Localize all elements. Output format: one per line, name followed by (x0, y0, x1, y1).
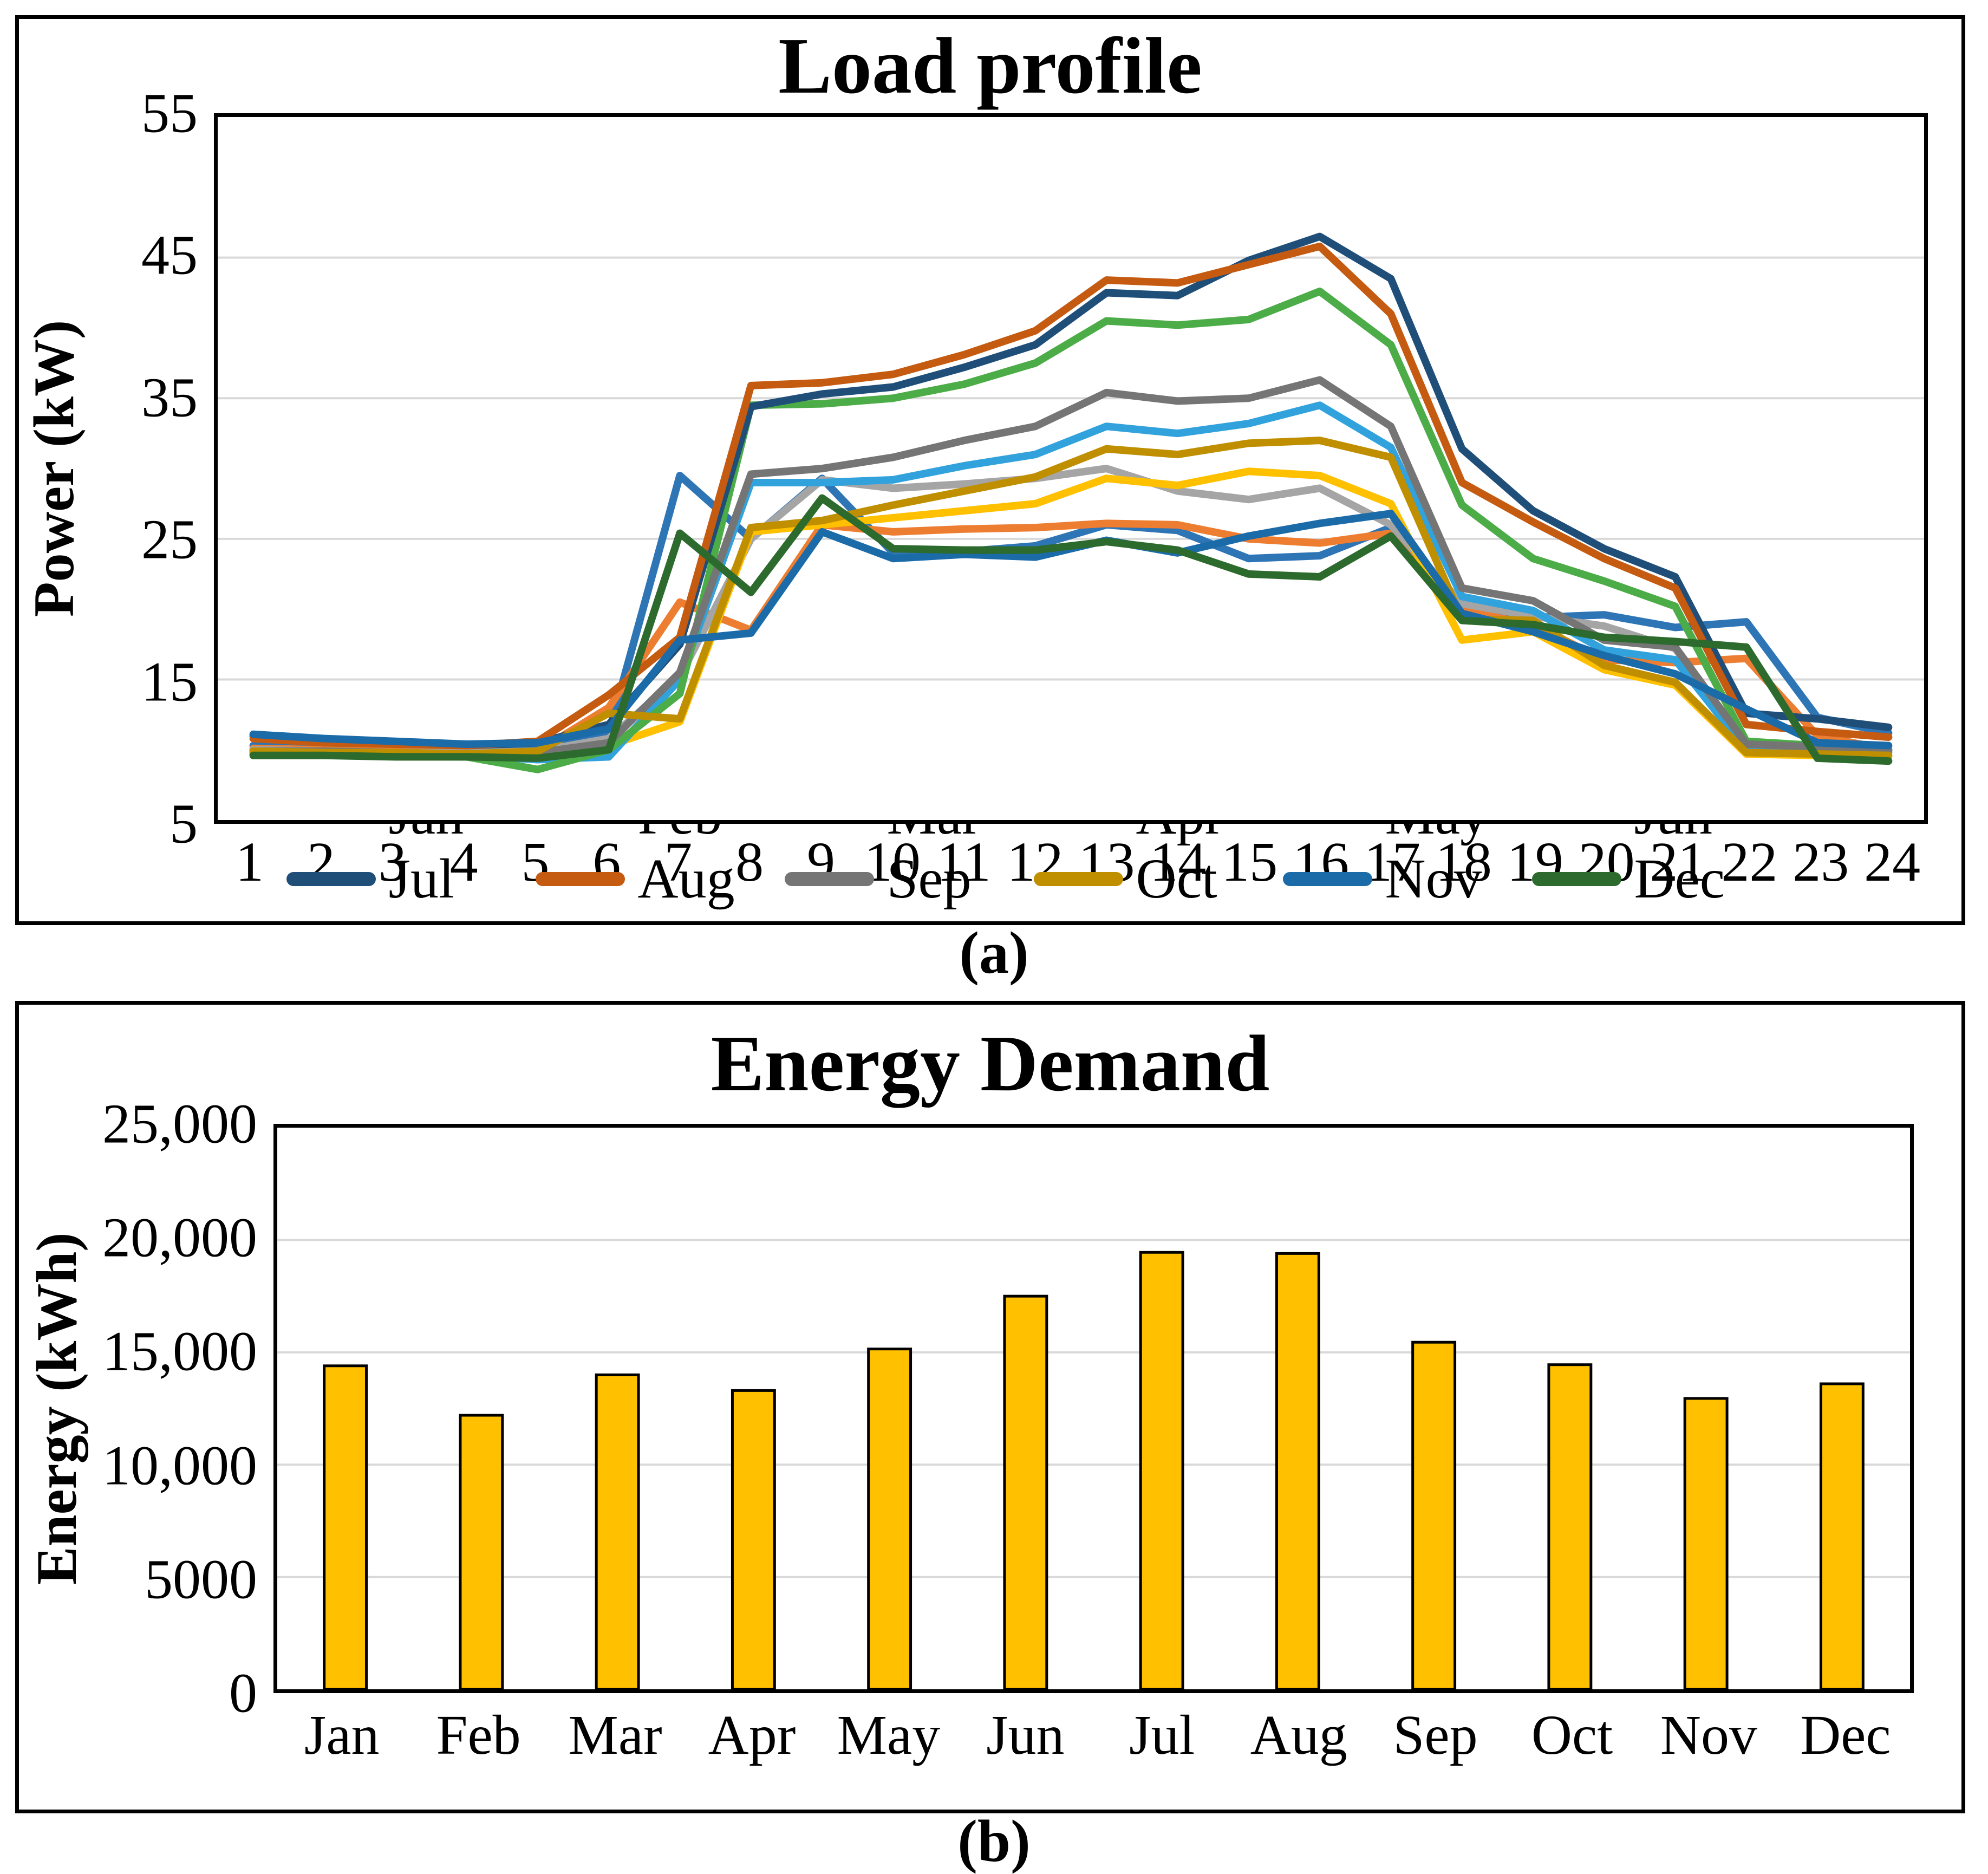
x-axis-tick-label: May (837, 1704, 941, 1766)
y-axis-tick-label: 15,000 (102, 1320, 257, 1383)
y-axis-tick-label: 15 (141, 650, 198, 713)
chart-a-y-axis-label: Power (kW) (22, 320, 86, 617)
x-axis-tick-label: Oct (1531, 1704, 1613, 1766)
y-axis-tick-label: 25 (141, 508, 198, 571)
x-axis-tick-label: 23 (1793, 830, 1849, 893)
x-axis-tick-label: 3 (378, 830, 407, 893)
legend-label: Jul (388, 848, 454, 910)
legend-label: Dec (1634, 848, 1725, 910)
legend-item-nov: Nov (1282, 848, 1532, 910)
legend-swatch-oct (1033, 872, 1123, 886)
caption-a: (a) (959, 920, 1029, 986)
x-axis-tick-label: 17 (1364, 830, 1420, 893)
chart-b-plot-area (273, 1123, 1914, 1693)
chart-b-plot-wrap: Energy (kWh) 0 5000 10,000 15,000 20,000 25,0… (19, 1092, 1961, 1777)
bar-feb (459, 1414, 504, 1689)
energy-demand-bar-chart (277, 1239, 1910, 1689)
legend-label: Oct (1136, 848, 1217, 910)
legend-label: Sep (887, 848, 972, 910)
x-axis-tick-label: Aug (1250, 1704, 1347, 1766)
bar-jul (1139, 1251, 1184, 1689)
legend-swatch-sep (784, 872, 874, 886)
x-axis-tick-label: Mar (568, 1704, 662, 1766)
x-axis-tick-label: Apr (708, 1704, 796, 1766)
y-axis-tick-label: 5000 (145, 1548, 257, 1611)
chart-a-plot-area (214, 113, 1928, 824)
x-axis-tick-label: Nov (1660, 1704, 1757, 1766)
bar-may (867, 1347, 912, 1689)
caption-b: (b) (957, 1808, 1031, 1874)
legend-swatch-nov (1282, 872, 1372, 886)
chart-b-bottom-padding (19, 1777, 1961, 1810)
line-series-dec (249, 494, 1893, 765)
x-axis-tick-label: 11 (936, 830, 991, 893)
x-axis-tick-label: Jan (304, 1704, 380, 1766)
chart-b-title: Energy Demand (711, 1019, 1270, 1108)
y-axis-tick-label: 20,000 (102, 1206, 257, 1269)
line-series-jan (249, 471, 1893, 755)
legend-swatch-dec (1531, 872, 1621, 886)
x-axis-tick-label: Jul (1129, 1704, 1195, 1766)
x-axis-tick-label: 15 (1221, 830, 1278, 893)
line-series-may (249, 401, 1893, 764)
x-axis-tick-label: Sep (1393, 1704, 1478, 1766)
y-axis-tick-label: 5 (170, 792, 198, 855)
bar-oct (1547, 1363, 1593, 1689)
chart-b-x-axis-ticks: Jan Feb Mar Apr May Jun Jul Aug Sep Oct Nov Dec (273, 1693, 1914, 1777)
chart-a-plot-wrap: Power (kW) 5 15 25 35 45 55 1 2 3 4 5 6 7 8 9 10 11 12 13… (19, 82, 1961, 893)
legend-item-dec: Dec (1531, 848, 1781, 910)
x-axis-tick-label: 24 (1864, 830, 1921, 893)
x-axis-tick-label: 14 (1150, 830, 1207, 893)
line-series-apr (249, 467, 1893, 761)
x-axis-tick-label: 4 (449, 830, 478, 893)
y-axis-tick-label: 35 (141, 366, 198, 429)
y-axis-tick-label: 55 (141, 82, 198, 145)
line-series-jun (249, 287, 1893, 773)
legend-swatch-jul (286, 872, 376, 886)
bar-sep (1411, 1341, 1457, 1689)
energy-demand-figure: Energy Demand Energy (kWh) 0 5000 10,000 15… (15, 1001, 1965, 1813)
bar-mar (595, 1373, 640, 1689)
legend-label: Aug (637, 848, 735, 910)
x-axis-tick-label: 22 (1721, 830, 1778, 893)
legend-item-aug: Aug (535, 848, 785, 910)
x-axis-tick-label: 21 (1650, 830, 1706, 893)
bar-dec (1819, 1382, 1865, 1689)
bar-nov (1683, 1397, 1729, 1689)
legend-item-oct: Oct (1033, 848, 1283, 910)
x-axis-tick-label: 1 (235, 830, 264, 893)
x-axis-tick-label: 8 (735, 830, 764, 893)
bar-jun (1003, 1294, 1048, 1689)
chart-a-title: Load profile (778, 22, 1202, 110)
legend-item-sep: Sep (784, 848, 1034, 910)
x-axis-tick-label: Feb (436, 1704, 521, 1766)
y-axis-tick-label: 0 (229, 1662, 257, 1725)
bar-apr (731, 1389, 776, 1689)
legend-item-jul: Jul (286, 851, 536, 907)
line-series-mar (249, 464, 1893, 757)
x-axis-tick-label: Dec (1800, 1704, 1891, 1766)
y-axis-tick-label: 25,000 (102, 1092, 257, 1155)
line-series-oct (249, 436, 1893, 759)
x-axis-tick-label: 7 (664, 830, 693, 893)
x-axis-tick-label: 10 (864, 830, 921, 893)
legend-label: Nov (1385, 848, 1482, 910)
chart-a-y-axis-ticks: 5 15 25 35 45 55 (89, 82, 214, 855)
legend-swatch-aug (535, 872, 625, 886)
x-axis-tick-label: 18 (1435, 830, 1492, 893)
x-axis-tick-label: Jun (986, 1704, 1065, 1766)
load-profile-line-chart (218, 232, 1924, 773)
y-axis-tick-label: 10,000 (102, 1434, 257, 1497)
chart-b-y-axis-label: Energy (kWh) (25, 1232, 88, 1585)
bar-aug (1275, 1252, 1320, 1689)
chart-b-y-axis-ticks: 0 5000 10,000 15,000 20,000 25,000 (95, 1092, 273, 1724)
bar-jan (323, 1364, 368, 1689)
y-axis-tick-label: 45 (141, 224, 198, 287)
